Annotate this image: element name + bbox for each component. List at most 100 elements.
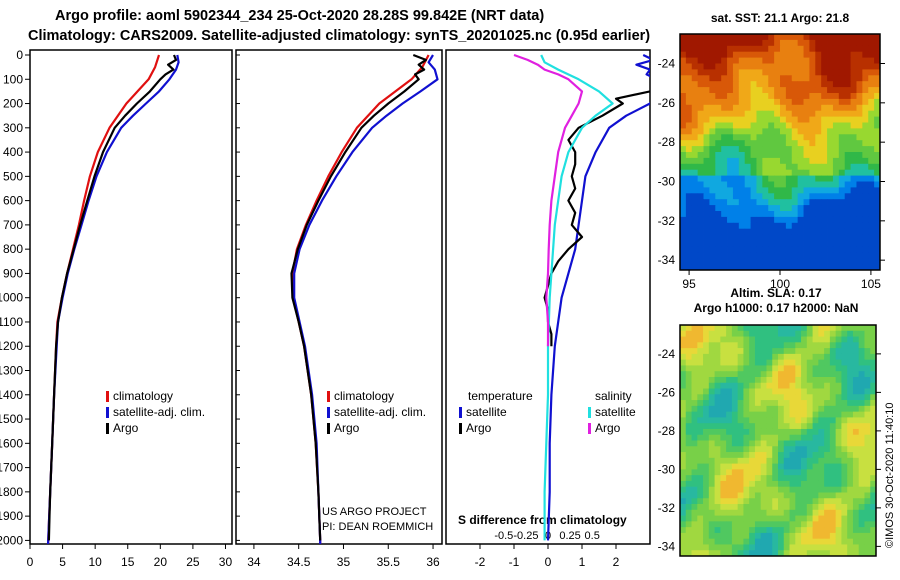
sla-cell: [714, 440, 721, 447]
sst-cell: [815, 240, 822, 247]
sla-cell: [743, 353, 750, 361]
sla-cell: [870, 440, 877, 447]
sst-cell: [762, 146, 769, 153]
sla-cell: [714, 527, 721, 534]
sst-cell: [868, 128, 875, 135]
diff-legend-sal-sat-swatch: [588, 407, 591, 418]
sst-cell: [868, 193, 875, 200]
sst-cell: [744, 216, 751, 224]
sst-cell: [809, 264, 816, 271]
sla-cell: [847, 382, 854, 389]
sla-cell: [766, 550, 773, 557]
sst-cell: [715, 240, 722, 247]
sst-cell: [685, 57, 693, 64]
sla-cell: [708, 515, 715, 522]
sla-cell: [766, 504, 773, 511]
sst-cell: [862, 104, 869, 112]
sst-cell: [750, 39, 757, 47]
sla-cell: [824, 440, 831, 447]
sst-cell: [756, 205, 763, 212]
sla-cell: [812, 348, 819, 355]
sla-cell: [691, 382, 698, 389]
sst-cell: [703, 181, 710, 188]
sst-cell: [797, 34, 804, 41]
sla-cell: [864, 538, 871, 545]
sla-cell: [789, 446, 796, 453]
sla-cell: [795, 480, 802, 488]
sla-cell: [818, 515, 825, 522]
sla-cell: [778, 353, 785, 361]
sst-cell: [785, 228, 793, 235]
salinity-legend-2-label: Argo: [334, 421, 360, 435]
sst-cell: [715, 63, 722, 70]
sla-cell: [778, 434, 785, 441]
sla-cell: [680, 428, 687, 436]
sst-cell: [821, 199, 828, 206]
depth-tick-label: 100: [3, 72, 23, 86]
sst-cell: [750, 51, 757, 58]
sla-cell: [858, 492, 865, 499]
sst-cell: [732, 69, 740, 76]
salinity-x-tick-label: 35: [337, 555, 351, 569]
sla-cell: [749, 544, 756, 551]
sla-cell: [852, 428, 860, 436]
sla-cell: [835, 400, 842, 407]
sla-cell: [818, 428, 825, 436]
sla-cell: [778, 388, 785, 395]
sst-cell: [721, 57, 728, 64]
sst-cell: [856, 134, 863, 141]
sla-cell: [754, 463, 762, 470]
sla-cell: [812, 342, 819, 349]
sst-cell: [803, 110, 810, 117]
sla-cell: [754, 538, 762, 545]
sla-cell: [680, 434, 687, 441]
sst-cell: [832, 205, 840, 212]
sst-cell: [768, 169, 775, 176]
sla-cell: [835, 463, 842, 470]
sst-cell: [732, 128, 740, 135]
sla-map-frame: [679, 324, 877, 557]
sla-cell: [680, 509, 687, 516]
sst-cell: [785, 134, 793, 141]
sst-cell: [721, 222, 728, 230]
sst-cell: [821, 157, 828, 165]
sst-cell: [844, 222, 851, 230]
sla-cell: [801, 336, 808, 343]
sla-cell: [772, 492, 779, 499]
sst-cell: [809, 187, 816, 194]
sst-cell: [838, 116, 846, 123]
sst-cell: [868, 63, 875, 70]
sst-cell: [785, 39, 793, 47]
sla-cell: [841, 457, 848, 465]
sst-cell: [738, 234, 746, 241]
sla-cell: [743, 394, 750, 401]
sla-cell: [697, 405, 704, 413]
sla-cell: [789, 330, 796, 337]
sst-lon-tick-label: 100: [770, 277, 790, 291]
sst-cell: [709, 69, 716, 76]
sst-cell: [797, 116, 804, 123]
sst-cell: [762, 134, 769, 141]
sla-cell: [870, 504, 877, 511]
sla-cell: [714, 452, 721, 459]
sst-cell: [785, 51, 793, 58]
sla-cell: [824, 336, 831, 343]
sst-cell: [874, 187, 881, 194]
sla-cell: [708, 342, 715, 349]
sst-cell: [744, 116, 751, 123]
sst-cell: [727, 175, 734, 182]
sst-cell: [732, 140, 740, 147]
sst-cell: [727, 193, 734, 200]
sst-cell: [862, 199, 869, 206]
sla-cell: [691, 521, 698, 528]
sla-cell: [806, 359, 813, 366]
sst-cell: [821, 57, 828, 64]
sst-cell: [750, 45, 757, 53]
sst-cell: [815, 175, 822, 182]
sst-cell: [685, 169, 693, 176]
sla-cell: [749, 371, 756, 378]
sla-cell: [766, 463, 773, 470]
sla-cell: [847, 504, 854, 511]
sst-cell: [856, 122, 863, 129]
